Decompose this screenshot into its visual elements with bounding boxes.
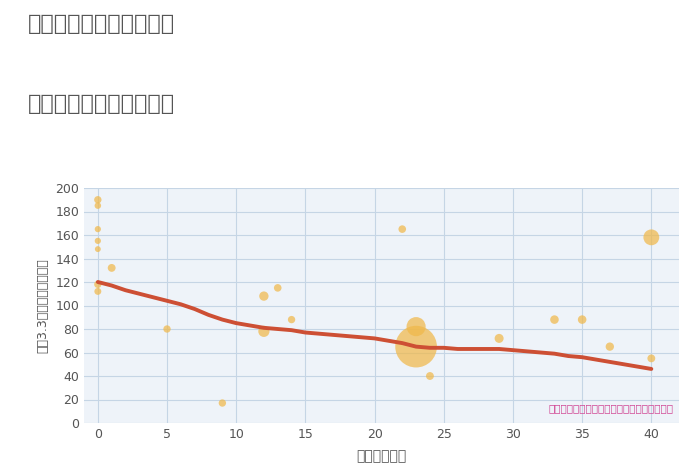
Point <box>424 372 435 380</box>
Point <box>92 196 104 204</box>
Point <box>92 245 104 253</box>
Text: 築年数別中古戸建て価格: 築年数別中古戸建て価格 <box>28 94 175 114</box>
Point <box>92 226 104 233</box>
Point <box>604 343 615 351</box>
Text: 円の大きさは、取引のあった物件面積を示す: 円の大きさは、取引のあった物件面積を示す <box>548 404 673 414</box>
Point <box>549 316 560 323</box>
Point <box>258 328 270 335</box>
Point <box>410 323 421 330</box>
Text: 兵庫県宝塚市下佐曽利の: 兵庫県宝塚市下佐曽利の <box>28 14 175 34</box>
Point <box>92 202 104 210</box>
Point <box>410 343 421 351</box>
Point <box>577 316 588 323</box>
Point <box>106 264 118 272</box>
Point <box>272 284 284 291</box>
Y-axis label: 坪（3.3㎡）単価（万円）: 坪（3.3㎡）単価（万円） <box>36 258 50 353</box>
Point <box>645 234 657 241</box>
Point <box>494 335 505 342</box>
Point <box>162 325 173 333</box>
Point <box>397 226 408 233</box>
Point <box>258 292 270 300</box>
Point <box>92 288 104 295</box>
Point <box>645 354 657 362</box>
Point <box>92 281 104 288</box>
Point <box>92 237 104 244</box>
X-axis label: 築年数（年）: 築年数（年） <box>356 449 407 463</box>
Point <box>217 400 228 407</box>
Point <box>286 316 297 323</box>
